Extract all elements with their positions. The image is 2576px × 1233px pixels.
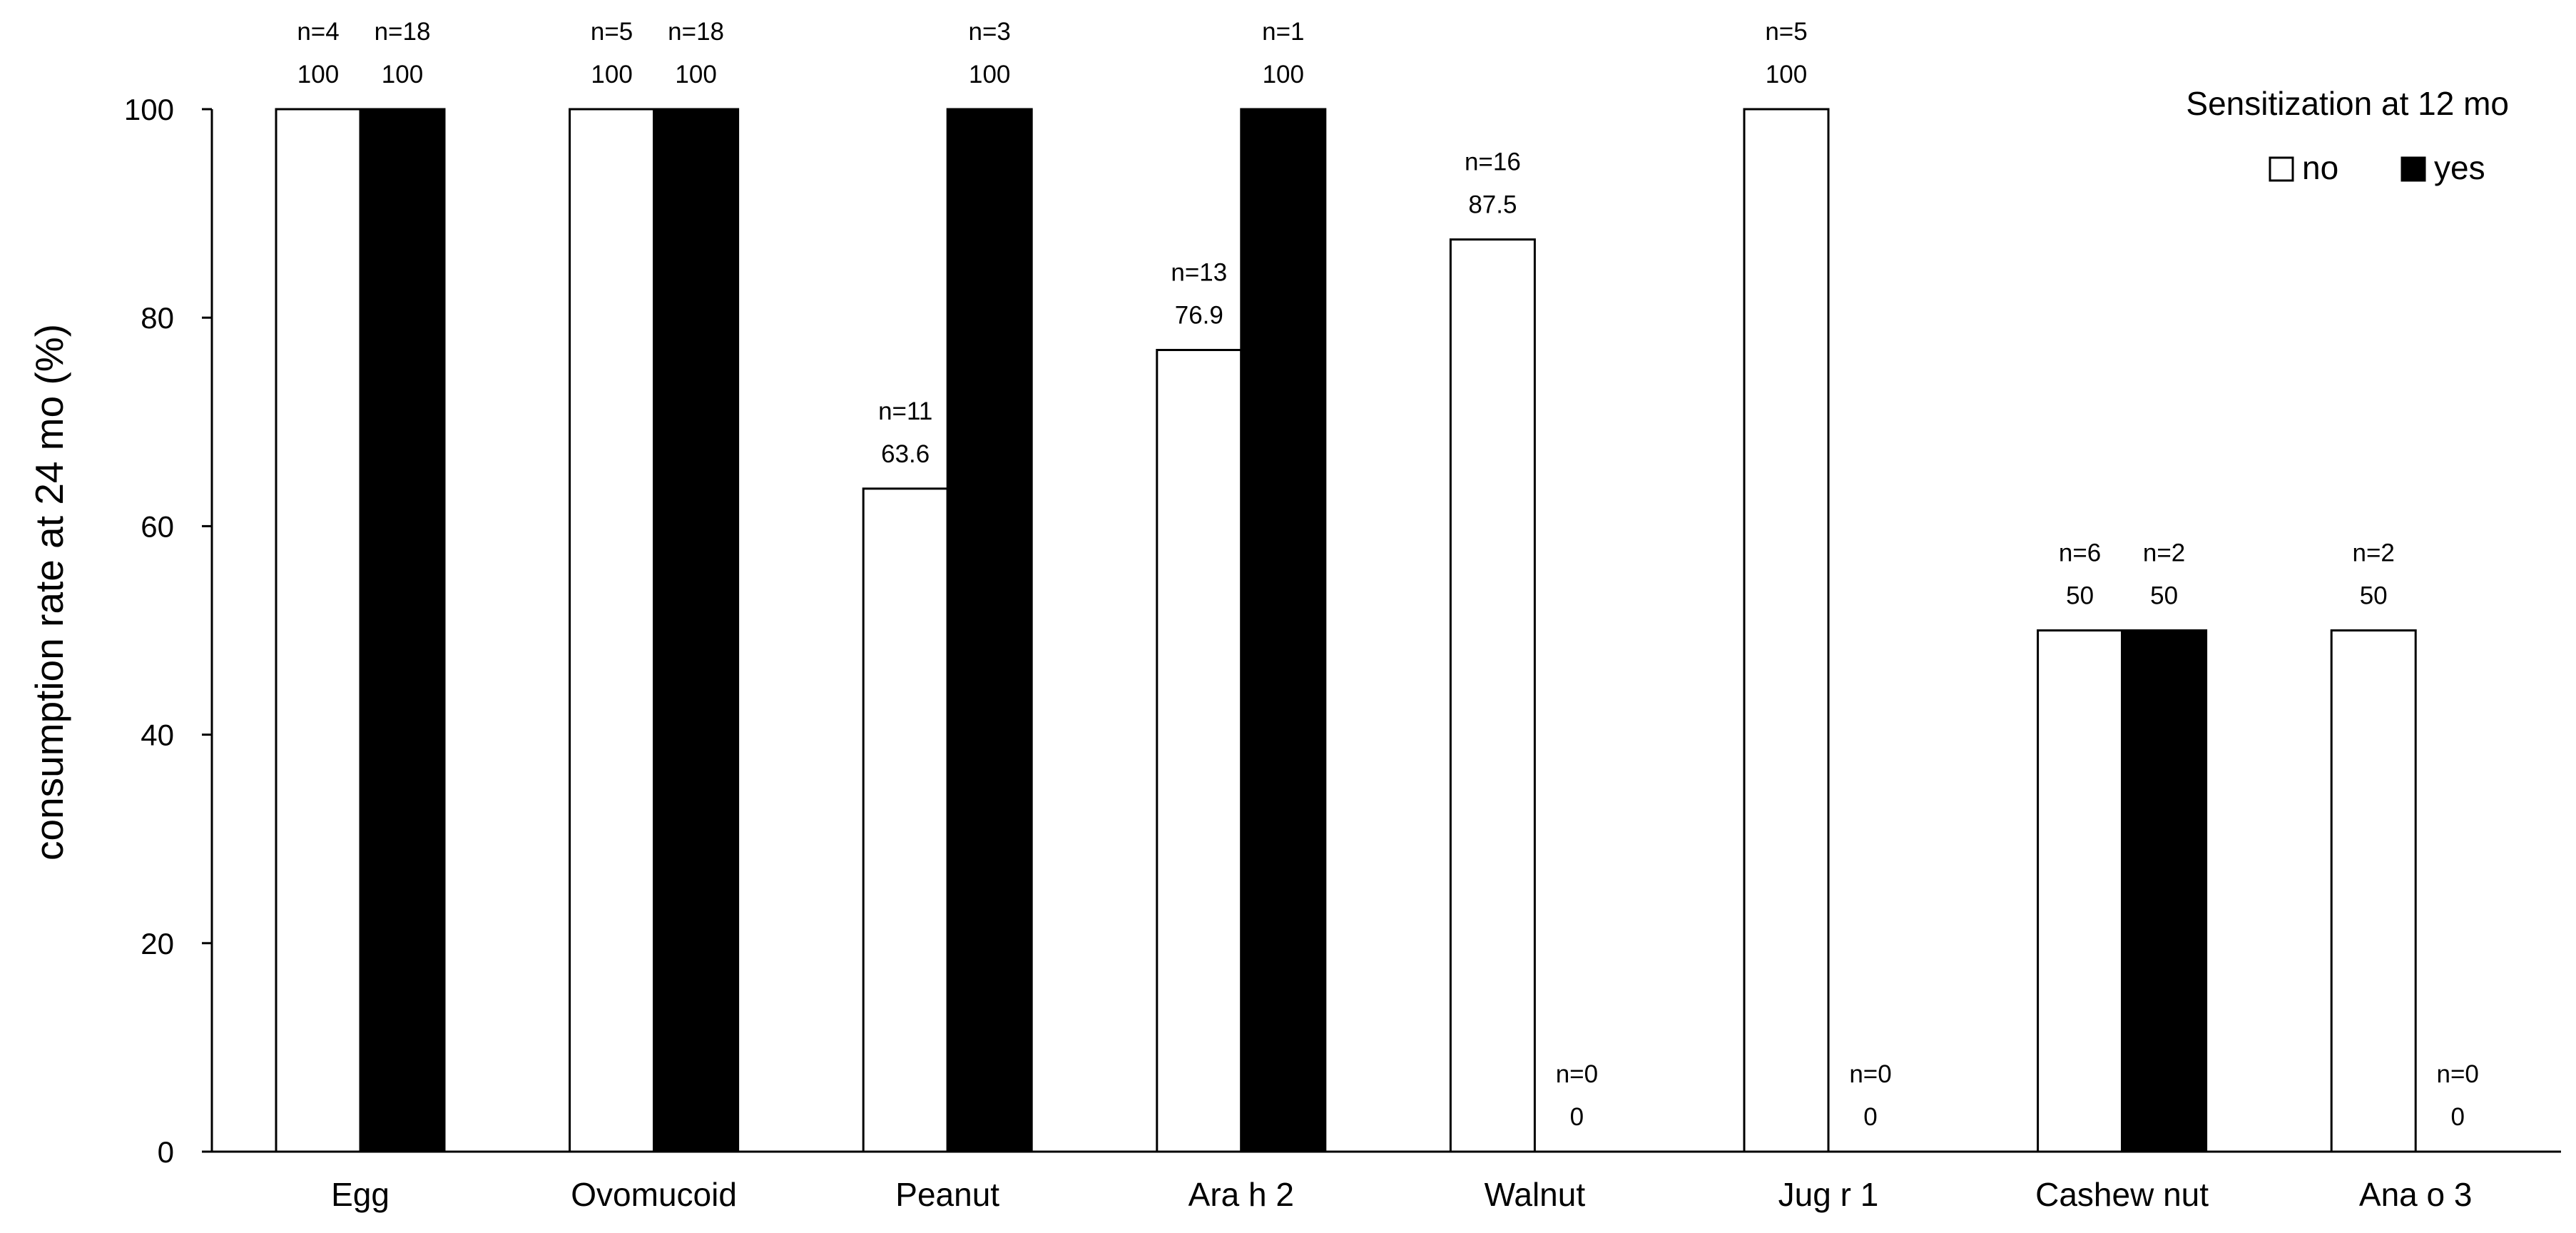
bar-no: [1743, 108, 1830, 1153]
value-label: 100: [297, 61, 339, 88]
value-label: 76.9: [1175, 301, 1223, 329]
n-label: n=11: [878, 397, 932, 425]
x-tick-label: Walnut: [1485, 1176, 1586, 1213]
bar-no: [1156, 348, 1243, 1153]
x-tick-label: Peanut: [895, 1176, 999, 1213]
bar-yes: [2121, 629, 2208, 1153]
n-label: n=0: [1556, 1060, 1598, 1088]
n-label: n=13: [1171, 258, 1227, 286]
n-label: n=3: [969, 18, 1011, 46]
y-tick-label: 80: [141, 301, 174, 335]
n-label: n=5: [1765, 18, 1807, 46]
value-label: 100: [382, 61, 423, 88]
x-tick-label: Ana o 3: [2359, 1176, 2473, 1213]
legend: Sensitization at 12 mo no yes: [2186, 85, 2509, 186]
value-label: 100: [969, 61, 1010, 88]
bar-yes: [359, 108, 446, 1153]
n-label: n=1: [1262, 18, 1304, 46]
n-label: n=16: [1465, 148, 1521, 176]
n-label: n=0: [2437, 1060, 2479, 1088]
value-label: 0: [1570, 1103, 1584, 1131]
n-label: n=6: [2059, 539, 2101, 567]
value-label: 50: [2066, 582, 2094, 610]
value-label: 100: [675, 61, 716, 88]
bar-yes: [946, 108, 1033, 1153]
bar-no: [1449, 238, 1536, 1153]
y-tick-label: 60: [141, 509, 174, 543]
n-label: n=5: [591, 18, 633, 46]
n-label: n=4: [297, 18, 339, 46]
value-label: 100: [591, 61, 632, 88]
value-label: 100: [1263, 61, 1304, 88]
bar-yes: [1240, 108, 1327, 1153]
x-tick-label: Ara h 2: [1188, 1176, 1294, 1213]
value-label: 50: [2360, 582, 2388, 610]
y-tick-label: 100: [124, 93, 174, 126]
bars: [275, 108, 2417, 1153]
value-label: 0: [2450, 1103, 2464, 1131]
x-tick-label: Cashew nut: [2035, 1176, 2209, 1213]
n-label: n=18: [668, 18, 724, 46]
bar-no: [2330, 629, 2417, 1153]
legend-swatch-no: [2269, 156, 2294, 182]
legend-label-no: no: [2302, 149, 2338, 186]
value-label: 50: [2150, 582, 2178, 610]
x-tick-label: Egg: [331, 1176, 390, 1213]
value-label: 63.6: [881, 440, 930, 468]
n-label: n=2: [2143, 539, 2185, 567]
x-tick-label: Jug r 1: [1778, 1176, 1879, 1213]
n-label: n=0: [1849, 1060, 1891, 1088]
bar-no: [862, 487, 949, 1153]
data-labels: Egg 100 n=4 100 n=18 Ovomucoid 100 n=5 100 n=18 Pe…: [297, 18, 2479, 1213]
legend-label-yes: yes: [2434, 149, 2485, 186]
y-axis-label: consumption rate at 24 mo (%): [27, 324, 71, 861]
value-label: 100: [1766, 61, 1807, 88]
legend-title: Sensitization at 12 mo: [2186, 85, 2509, 122]
legend-swatch-yes: [2401, 156, 2426, 182]
bar-yes: [653, 108, 740, 1153]
y-tick-label: 40: [141, 719, 174, 752]
bar-no: [2037, 629, 2124, 1153]
n-label: n=2: [2353, 539, 2395, 567]
bar-no: [569, 108, 656, 1153]
value-label: 0: [1863, 1103, 1877, 1131]
x-tick-label: Ovomucoid: [571, 1176, 737, 1213]
bar-no: [275, 108, 362, 1153]
value-label: 87.5: [1468, 191, 1517, 219]
y-tick-label: 0: [158, 1135, 174, 1169]
y-tick-label: 20: [141, 927, 174, 960]
n-label: n=18: [375, 18, 431, 46]
